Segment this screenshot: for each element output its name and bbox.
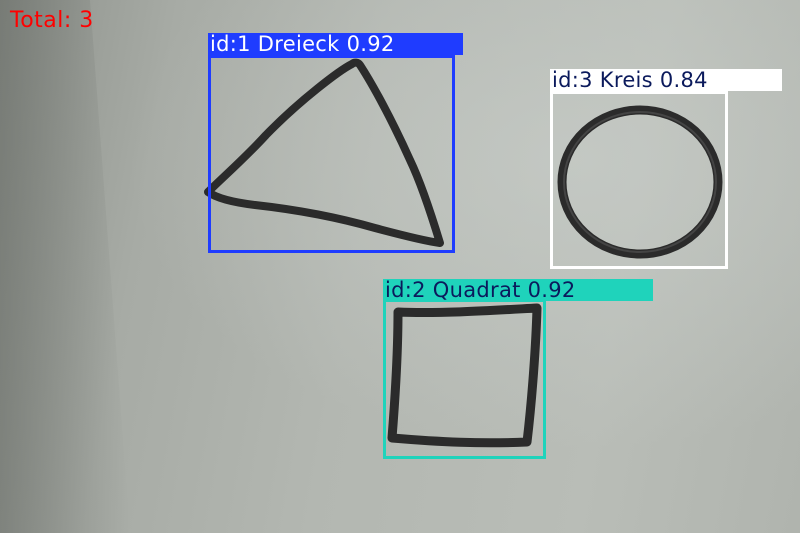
detection-label-square: id:2 Quadrat 0.92 — [383, 279, 653, 301]
detection-label-circle: id:3 Kreis 0.84 — [550, 69, 782, 91]
detection-box-square — [383, 299, 546, 459]
detection-box-triangle — [208, 55, 455, 253]
detection-box-circle — [550, 91, 728, 269]
detection-label-triangle: id:1 Dreieck 0.92 — [208, 33, 463, 55]
total-count-label: Total: 3 — [10, 8, 94, 33]
